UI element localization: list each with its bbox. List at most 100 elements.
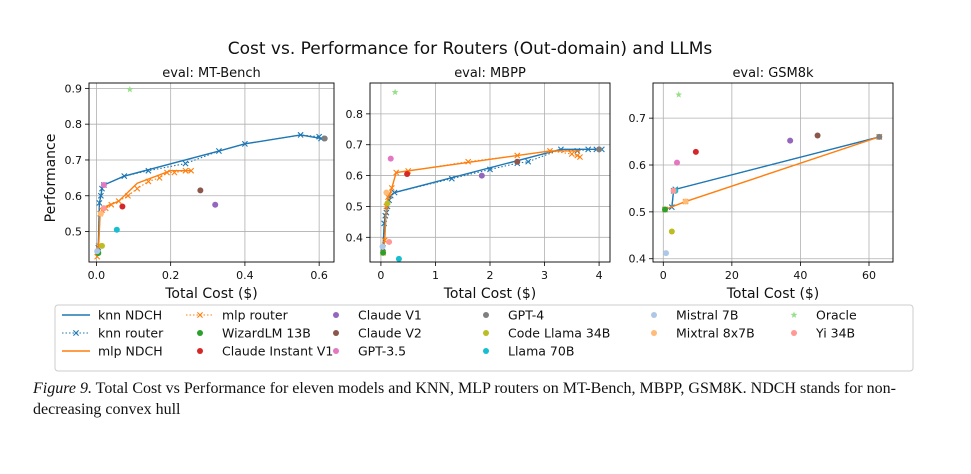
point-claude-instant-v1 <box>119 203 126 210</box>
point-yi-34b <box>670 187 677 194</box>
plot-frame <box>652 82 894 263</box>
y-tick-label: 0.4 <box>629 253 647 266</box>
y-tick-label: 0.5 <box>346 200 364 213</box>
chart-eval-mbpp: 0 1 2 3 4 0.4 0.5 0.6 0.7 0.8 eval: MBPP Total Cost… <box>346 66 611 302</box>
legend-label: Llama 70B <box>508 344 574 359</box>
point-mixtral-8x7b <box>682 198 689 205</box>
x-axis-label: Total Cost ($) <box>726 286 820 302</box>
legend-label: Claude Instant V1 <box>222 344 333 359</box>
legend-label: knn NDCH <box>98 308 162 323</box>
plot-frame <box>369 82 611 263</box>
legend-item-mixtral-8x7b: Mixtral 8x7B <box>651 326 755 341</box>
point-mlp-router <box>574 152 581 159</box>
x-tick-label: 0.4 <box>236 269 254 282</box>
x-tick-label: 0.6 <box>310 269 328 282</box>
legend-swatch-marker <box>73 330 79 336</box>
point-gpt-4 <box>596 146 603 153</box>
x-tick-label: 40 <box>793 269 807 282</box>
point-knn-router <box>525 158 532 165</box>
y-tick-label: 0.4 <box>346 231 364 244</box>
legend-label: Oracle <box>816 308 857 323</box>
point-claude-v2 <box>514 158 521 165</box>
legend-item-llama-70b: Llama 70B <box>483 344 574 359</box>
y-tick-label: 0.7 <box>629 112 647 125</box>
legend-label: Mistral 7B <box>676 308 738 323</box>
legend-item-claude-instant-v1: Claude Instant V1 <box>197 344 333 359</box>
legend-label: Claude V1 <box>358 308 422 323</box>
point-llama-70b <box>113 226 120 233</box>
y-tick-label: 0.5 <box>65 226 83 239</box>
y-tick-label: 0.6 <box>65 190 83 203</box>
point-oracle <box>675 91 683 98</box>
series-line-knn-router <box>382 148 602 249</box>
legend-label: mlp router <box>222 308 289 323</box>
figure-caption: Figure 9. Total Cost vs Performance for … <box>33 378 933 420</box>
x-tick-label: 0.2 <box>162 269 180 282</box>
y-tick-label: 0.7 <box>346 139 364 152</box>
legend: knn NDCH knn router mlp NDCH mlp router Wiza… <box>54 304 914 372</box>
chart-eval-mt-bench: 0.0 0.2 0.4 0.6 0.5 0.6 0.7 0.8 0.9 eval: MT-Benc… <box>65 66 335 302</box>
legend-label: Code Llama 34B <box>508 326 610 341</box>
series-line-mlp-ndch <box>382 150 580 253</box>
legend-label: Mixtral 8x7B <box>676 326 755 341</box>
point-gpt-3-5 <box>100 182 107 189</box>
point-mlp-router <box>134 185 141 192</box>
point-claude-v2 <box>814 132 821 139</box>
point-mixtral-8x7b <box>97 210 104 217</box>
caption-text: Total Cost vs Performance for eleven mod… <box>33 380 896 418</box>
y-tick-label: 0.6 <box>346 170 364 183</box>
legend-label: mlp NDCH <box>98 344 163 359</box>
point-wizardlm-13b <box>380 249 387 256</box>
point-claude-v1 <box>212 201 219 208</box>
series-line-mlp-ndch <box>664 136 880 211</box>
figure-suptitle: Cost vs. Performance for Routers (Out-do… <box>228 39 713 59</box>
legend-item-mlp-router: mlp router <box>186 308 289 323</box>
legend-item-claude-v1: Claude V1 <box>333 308 422 323</box>
point-mistral-7b <box>663 250 670 257</box>
legend-item-knn-ndch: knn NDCH <box>62 308 162 323</box>
chart-title: eval: MT-Bench <box>162 66 261 81</box>
x-tick-label: 0 <box>377 269 384 282</box>
legend-swatch-marker <box>197 312 203 318</box>
legend-item-code-llama-34b: Code Llama 34B <box>483 326 610 341</box>
point-claude-instant-v1 <box>404 171 411 178</box>
legend-swatch <box>651 312 657 318</box>
point-knn-router <box>182 160 189 167</box>
legend-item-gpt-3-5: GPT-3.5 <box>333 344 406 359</box>
legend-swatch <box>333 348 339 354</box>
figure-canvas: Cost vs. Performance for Routers (Out-do… <box>43 39 914 372</box>
x-tick-label: 20 <box>725 269 739 282</box>
point-llama-70b <box>395 255 402 262</box>
legend-swatch <box>333 330 339 336</box>
point-wizardlm-13b <box>662 206 668 213</box>
point-claude-v2 <box>197 187 204 194</box>
plot-area <box>379 88 605 262</box>
x-tick-label: 3 <box>541 269 548 282</box>
legend-item-mlp-ndch: mlp NDCH <box>62 344 163 359</box>
x-axis-label: Total Cost ($) <box>164 286 258 302</box>
y-tick-label: 0.8 <box>65 118 83 131</box>
legend-swatch <box>197 330 203 336</box>
x-tick-label: 1 <box>432 269 439 282</box>
legend-label: GPT-4 <box>508 308 544 323</box>
point-claude-v1 <box>478 172 485 179</box>
series-line-knn-ndch <box>97 134 322 248</box>
legend-swatch <box>483 348 489 354</box>
series-line-knn-ndch <box>382 148 602 249</box>
point-oracle <box>126 85 134 93</box>
legend-item-oracle: Oracle <box>790 308 857 323</box>
y-tick-label: 0.6 <box>629 159 647 172</box>
plot-area <box>94 85 328 260</box>
plot-frame <box>88 82 335 263</box>
point-gpt-4 <box>321 135 328 142</box>
y-axis-label: Performance <box>43 134 59 223</box>
legend-label: GPT-3.5 <box>358 344 406 359</box>
legend-label: WizardLM 13B <box>222 326 311 341</box>
series-line-knn-router <box>97 134 322 248</box>
legend-item-mistral-7b: Mistral 7B <box>651 308 738 323</box>
x-tick-label: 60 <box>862 269 876 282</box>
point-gpt-3-5 <box>674 159 680 166</box>
point-oracle <box>391 88 399 96</box>
legend-label: Claude V2 <box>358 326 422 341</box>
point-gpt-3-5 <box>387 155 394 162</box>
